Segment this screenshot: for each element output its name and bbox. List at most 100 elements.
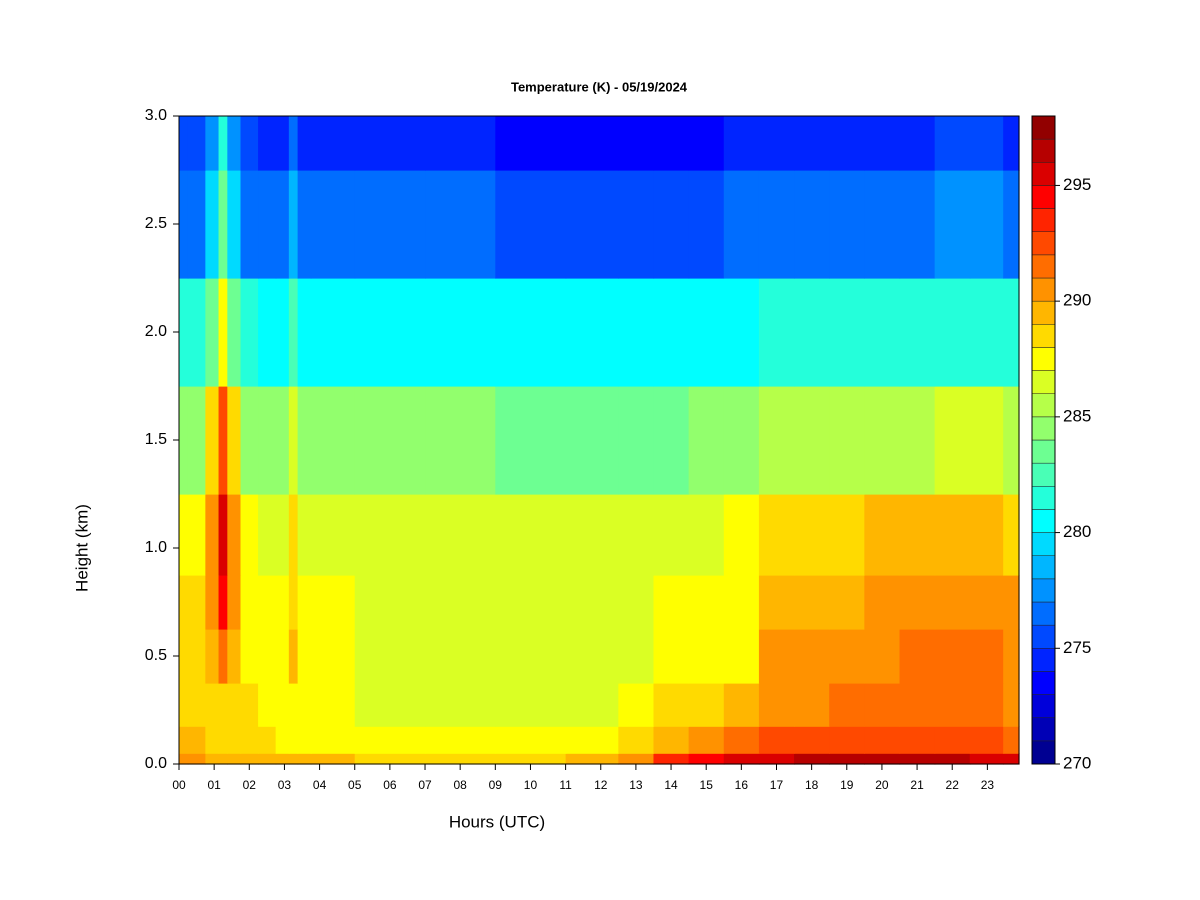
x-tick-label: 00 — [172, 778, 186, 792]
heatmap-cell — [864, 170, 901, 279]
heatmap-cell — [240, 386, 259, 495]
heatmap-cell — [240, 683, 259, 727]
chart-title: Temperature (K) - 05/19/2024 — [511, 79, 688, 94]
x-tick-label: 03 — [278, 778, 292, 792]
heatmap-cell — [187, 116, 206, 171]
heatmap-cell — [205, 575, 220, 630]
heatmap-cell — [310, 278, 356, 387]
heatmap-cell — [258, 170, 277, 279]
heatmap-cell — [899, 726, 936, 754]
colorbar-tick-label: 285 — [1063, 406, 1091, 425]
heatmap-cell — [864, 278, 901, 387]
x-tick-label: 15 — [700, 778, 714, 792]
heatmap-cell — [723, 170, 760, 279]
y-tick-label: 2.5 — [145, 215, 167, 232]
heatmap-cell — [218, 753, 228, 765]
heatmap-cell — [565, 683, 619, 727]
heatmap-cell — [288, 726, 299, 754]
colorbar-band — [1031, 162, 1056, 186]
heatmap-cell — [258, 575, 277, 630]
heatmap-cell — [688, 629, 725, 684]
heatmap-cell — [425, 575, 496, 630]
heatmap-cell — [565, 170, 619, 279]
heatmap-cell — [310, 575, 356, 630]
heatmap-cell — [758, 170, 795, 279]
heatmap-cell — [310, 629, 356, 684]
heatmap-cell — [969, 170, 1004, 279]
heatmap-cell — [187, 575, 206, 630]
heatmap-cell — [934, 629, 971, 684]
heatmap-cell — [688, 726, 725, 754]
heatmap-cell — [310, 386, 356, 495]
heatmap-cell — [179, 386, 189, 495]
heatmap-cell — [934, 170, 971, 279]
heatmap-cell — [653, 386, 690, 495]
heatmap-cell — [688, 683, 725, 727]
heatmap-cell — [218, 494, 228, 576]
heatmap-cell — [653, 170, 690, 279]
heatmap-cell — [829, 753, 865, 765]
x-tick-label: 20 — [875, 778, 889, 792]
heatmap-cell — [425, 683, 496, 727]
colorbar-band — [1031, 532, 1056, 556]
heatmap-cell — [899, 278, 936, 387]
heatmap-cell — [205, 726, 220, 754]
heatmap-cell — [288, 386, 299, 495]
heatmap-cell — [288, 683, 299, 727]
heatmap-cell — [758, 629, 795, 684]
colorbar-band — [1031, 601, 1056, 626]
y-tick-label: 1.0 — [145, 539, 167, 556]
heatmap-cell — [688, 575, 725, 630]
colorbar-band — [1031, 555, 1056, 580]
heatmap-cell — [205, 629, 220, 684]
heatmap-cell — [310, 726, 356, 754]
colorbar-band — [1031, 740, 1056, 765]
colorbar-band — [1031, 254, 1056, 279]
heatmap-cell — [354, 683, 426, 727]
heatmap-cell — [688, 386, 725, 495]
colorbar-band — [1031, 486, 1056, 510]
heatmap-cell — [187, 683, 206, 727]
heatmap-cell — [425, 629, 496, 684]
heatmap-cell — [227, 278, 242, 387]
heatmap-cell — [495, 116, 567, 171]
heatmap-cell — [275, 753, 290, 765]
heatmap-cell — [179, 575, 189, 630]
heatmap-cell — [495, 575, 567, 630]
x-tick-label: 21 — [910, 778, 924, 792]
x-tick-label: 23 — [981, 778, 995, 792]
heatmap-cell — [258, 629, 277, 684]
heatmap-cell — [275, 278, 290, 387]
heatmap-cell — [934, 726, 971, 754]
heatmap-cell — [425, 170, 496, 279]
heatmap-cell — [969, 278, 1004, 387]
heatmap-cell — [565, 116, 619, 171]
colorbar-band — [1031, 324, 1056, 348]
colorbar-band — [1031, 439, 1056, 464]
heatmap-cell — [425, 726, 496, 754]
heatmap-cell — [829, 116, 865, 171]
heatmap-cell — [227, 170, 242, 279]
heatmap-cell — [297, 726, 312, 754]
heatmap-cell — [723, 494, 760, 576]
heatmap-cell — [618, 170, 655, 279]
colorbar-band — [1031, 393, 1056, 418]
heatmap-cell — [179, 726, 189, 754]
heatmap-cell — [653, 278, 690, 387]
colorbar-tick-label: 290 — [1063, 291, 1091, 310]
heatmap-cell — [354, 116, 426, 171]
heatmap-cell — [218, 683, 228, 727]
heatmap-cell — [218, 116, 228, 171]
heatmap-cell — [297, 278, 312, 387]
heatmap-cell — [227, 386, 242, 495]
heatmap-cell — [688, 753, 725, 765]
x-tick-label: 04 — [313, 778, 327, 792]
heatmap-cell — [934, 753, 971, 765]
heatmap-cell — [240, 170, 259, 279]
heatmap-cell — [297, 575, 312, 630]
heatmap-cell — [829, 494, 865, 576]
colorbar-band — [1031, 671, 1056, 695]
heatmap-cell — [794, 386, 830, 495]
heatmap-cell — [218, 278, 228, 387]
heatmap-cell — [688, 170, 725, 279]
